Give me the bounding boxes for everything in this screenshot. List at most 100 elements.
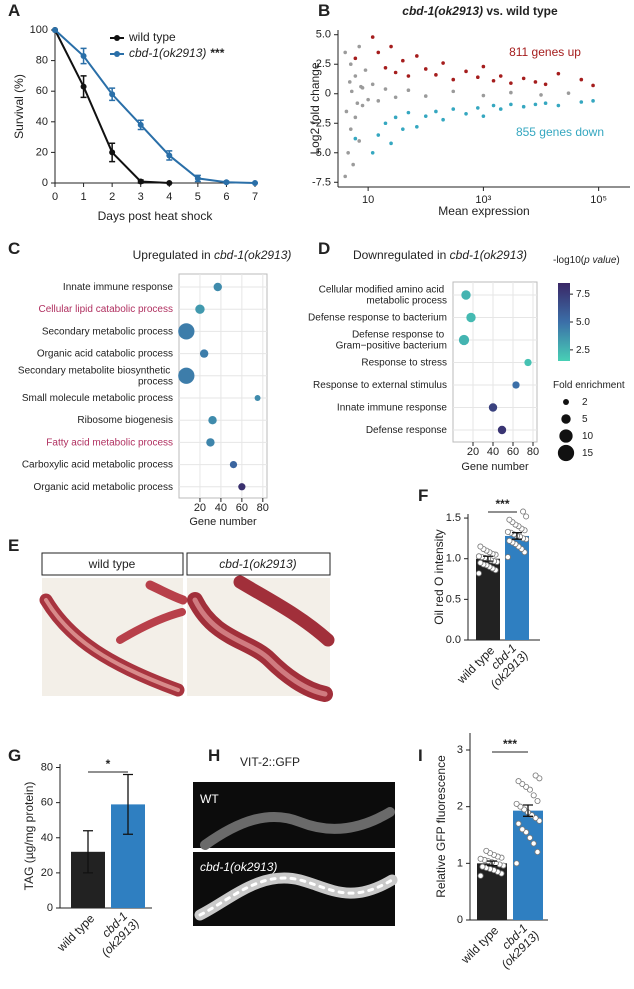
caption-box (41, 552, 184, 576)
data-point (353, 136, 358, 141)
text-span: Small molecule metabolic process (22, 393, 173, 404)
data-point (513, 800, 520, 807)
x-tick-label: 2 (109, 191, 115, 203)
data-point (477, 855, 484, 862)
y-axis-label: Oil red O intensity (432, 529, 446, 624)
chart-title: Downregulated in cbd-1(ok2913) (353, 248, 527, 262)
x-tick-label: wild type (54, 911, 98, 955)
data-point (491, 103, 496, 108)
text-span: B (318, 1, 330, 20)
data-dot (466, 312, 476, 323)
data-point (521, 104, 526, 109)
y-tick-label: 20 (36, 146, 48, 158)
data-point (451, 107, 456, 111)
image-caption: cbd-1(ok2913) (200, 860, 277, 874)
y-tick-label: 2.5 (316, 58, 331, 70)
colorbar (558, 283, 570, 361)
caption-box (186, 552, 331, 576)
data-point (556, 103, 561, 108)
text-span: Ribosome biogenesis (77, 415, 173, 426)
data-point (401, 127, 405, 131)
data-point (451, 77, 456, 82)
data-point (423, 67, 428, 71)
text-span: 1.0 (446, 553, 461, 565)
text-span: -5.0 (312, 147, 331, 159)
data-point (376, 133, 381, 137)
panel-label: I (418, 746, 423, 765)
data-point (349, 89, 354, 94)
category-label: Innate immune response (337, 402, 448, 413)
text-span: F (418, 486, 428, 505)
y-tick-label: 60 (41, 797, 53, 809)
panel-label: A (8, 1, 20, 20)
text-span: 10 (582, 431, 594, 442)
data-point (534, 849, 541, 856)
data-point (348, 127, 353, 131)
text-span: 1.5 (446, 512, 461, 524)
data-point (370, 35, 375, 39)
colorbar-tick-label: 7.5 (576, 289, 590, 300)
text-span: cbd-1(ok2913) (200, 860, 277, 874)
text-span: Secondary metabolite biosynthetic (18, 365, 173, 376)
data-point (109, 149, 116, 156)
text-span: 40 (36, 116, 48, 128)
data-point (346, 150, 350, 155)
data-point (451, 89, 456, 94)
data-point (434, 109, 438, 114)
text-span: 0 (457, 914, 463, 926)
text-span: 1 (81, 191, 87, 203)
text-span: 0 (42, 177, 48, 189)
y-axis-label: Relative GFP fluorescence (434, 755, 448, 898)
x-tick-label: cbd-1 (ok2913) (489, 919, 542, 972)
worm (233, 575, 335, 647)
text-span: Innate immune response (63, 282, 174, 293)
data-point (393, 95, 398, 100)
x-tick-label: 10 (362, 194, 374, 206)
data-point (464, 69, 468, 74)
panel-label: H (208, 746, 220, 765)
data-point (533, 80, 538, 84)
text-span: 0 (52, 191, 58, 203)
text-span: Organic acid metabolic process (33, 481, 173, 492)
text-span: 0.0 (446, 634, 461, 646)
text-span: 60 (236, 502, 248, 514)
text-span: Defense response to bacterium (308, 312, 447, 323)
text-span: 2.5 (316, 58, 331, 70)
x-axis-label: Gene number (189, 516, 257, 528)
data-point (109, 91, 116, 98)
category-label: Ribosome biogenesis (77, 415, 173, 426)
y-axis-label: TAG (µg/mg protein) (22, 782, 36, 891)
text-span: 80 (36, 55, 48, 67)
text-span: 60 (36, 85, 48, 97)
worm-granules (198, 876, 394, 917)
text-span: 15 (582, 448, 594, 459)
text-span: Gene number (461, 461, 529, 473)
text-span: * (106, 757, 111, 771)
error-bar (483, 555, 493, 562)
text-span: VIT-2::GFP (240, 755, 300, 769)
image-caption: cbd-1(ok2913) (219, 557, 296, 571)
size-legend-title: Fold enrichment (553, 380, 625, 391)
text-span: 60 (41, 797, 53, 809)
text-span: *** (503, 737, 517, 751)
data-point (80, 53, 87, 60)
y-tick-label: -2.5 (312, 117, 331, 129)
x-tick-label: cbd-1 (ok2913) (89, 907, 142, 960)
text-span: 2 (457, 801, 463, 813)
data-point (532, 772, 539, 779)
data-point (166, 180, 173, 186)
text-span: 60 (507, 446, 519, 458)
text-span: 40 (487, 446, 499, 458)
text-span: A (8, 1, 20, 20)
data-dot (524, 358, 532, 367)
text-span: Innate immune response (337, 402, 448, 413)
text-span: Cellular lipid catabolic process (38, 304, 173, 315)
text-span: Defense response to (352, 329, 447, 340)
data-point (543, 101, 548, 105)
text-span: TAG (µg/mg protein) (22, 782, 36, 891)
data-point (476, 75, 480, 80)
data-point (515, 820, 522, 827)
data-dot (213, 282, 222, 292)
data-point (509, 90, 513, 95)
